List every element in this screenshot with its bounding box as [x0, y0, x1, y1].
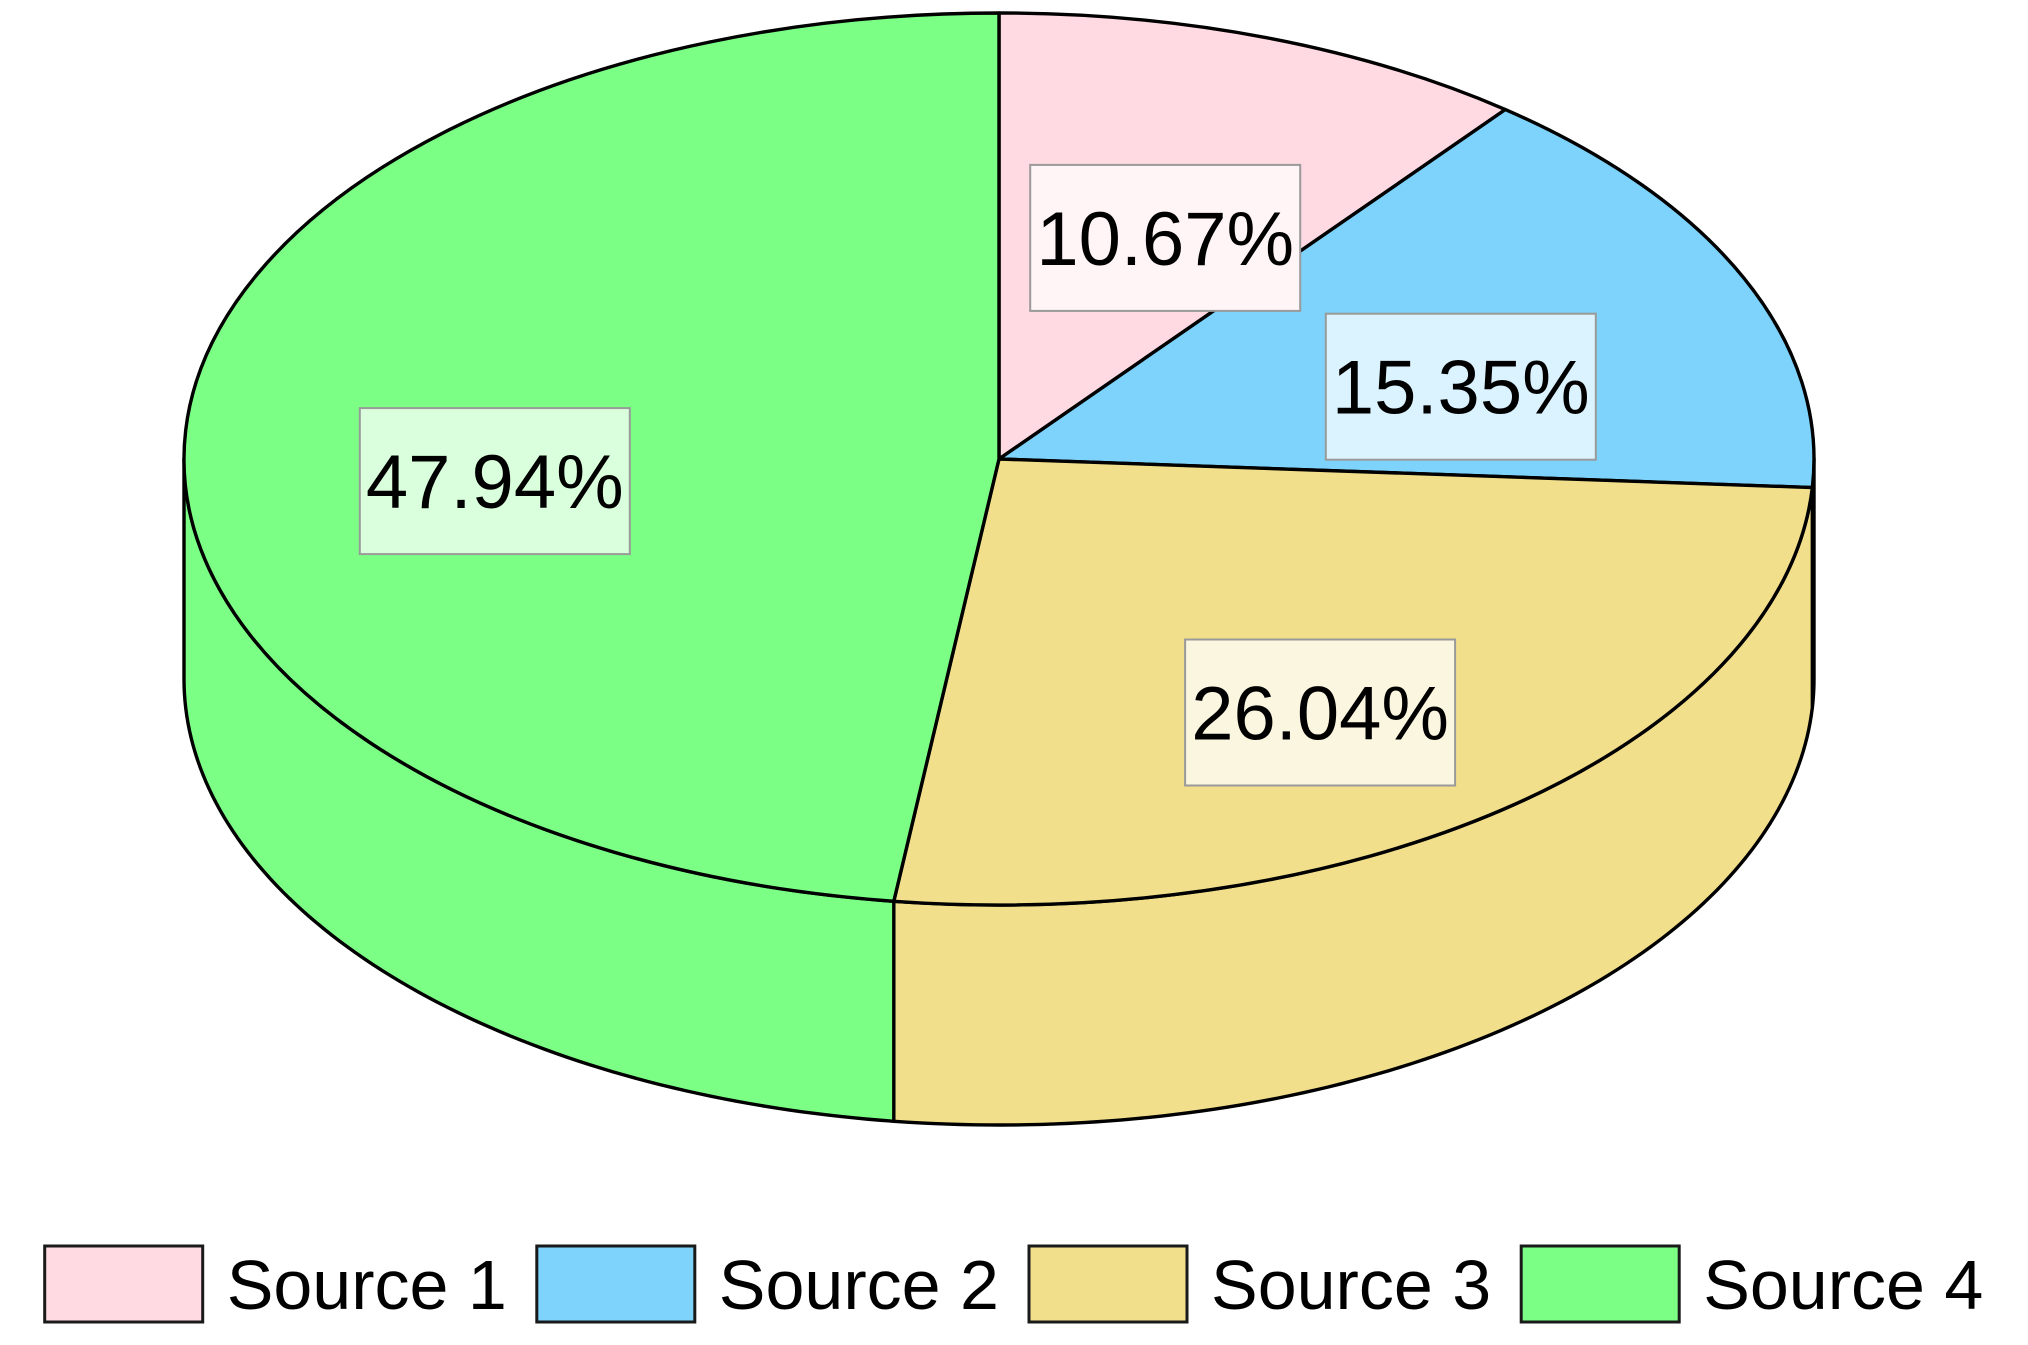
pie-label-box	[358, 407, 631, 556]
legend-item-source-1: Source 1	[43, 1244, 507, 1324]
pie-label-source-3: 26.04%	[1184, 638, 1457, 787]
legend-item-source-3: Source 3	[1027, 1244, 1491, 1324]
legend-label: Source 2	[719, 1246, 999, 1324]
legend-label: Source 3	[1211, 1246, 1491, 1324]
pie-label-source-2: 15.35%	[1324, 312, 1597, 461]
legend-label: Source 4	[1703, 1246, 1983, 1324]
pie-slice-source-2	[997, 107, 1816, 490]
legend-swatch	[1519, 1244, 1681, 1324]
pie-label-source-1: 10.67%	[1029, 163, 1302, 312]
legend-label: Source 1	[227, 1246, 507, 1324]
legend-swatch	[1027, 1244, 1189, 1324]
pie-label-text: 10.67%	[1036, 197, 1294, 282]
pie-label-text: 47.94%	[366, 440, 624, 525]
legend-swatch	[43, 1244, 205, 1324]
pie-label-box	[1324, 312, 1597, 461]
legend-item-source-2: Source 2	[535, 1244, 999, 1324]
pie-label-box	[1029, 163, 1302, 312]
legend-item-source-4: Source 4	[1519, 1244, 1983, 1324]
pie-labels: 10.67% 15.35% 26.04% 47.94%	[358, 163, 1597, 787]
pie-label-text: 26.04%	[1191, 672, 1449, 757]
legend-swatch	[535, 1244, 697, 1324]
pie-label-source-4: 47.94%	[358, 407, 631, 556]
pie-label-text: 15.35%	[1332, 346, 1590, 431]
pie-label-box	[1184, 638, 1457, 787]
legend: Source 1 Source 2 Source 3 Source 4	[43, 1244, 1983, 1324]
